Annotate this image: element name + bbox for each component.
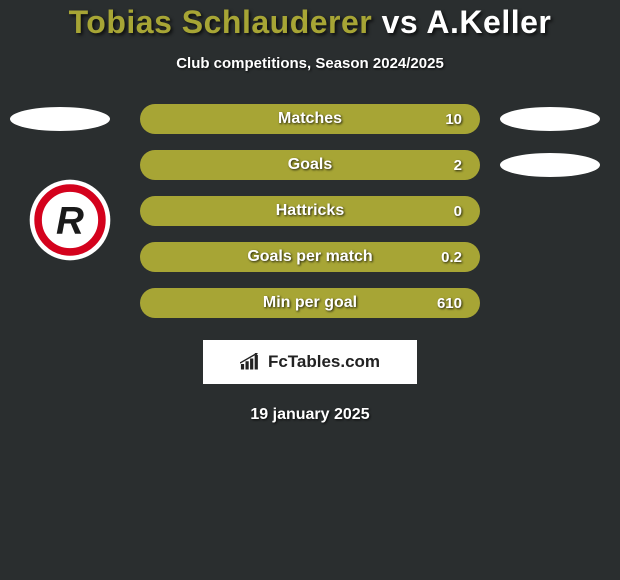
source-badge: FcTables.com — [203, 340, 417, 384]
stat-value: 610 — [437, 295, 462, 312]
stat-label: Goals per match — [140, 248, 480, 266]
stat-row: Min per goal 610 — [0, 288, 620, 318]
ellipse-icon — [10, 107, 110, 131]
subtitle: Club competitions, Season 2024/2025 — [0, 55, 620, 72]
stat-label: Matches — [140, 110, 480, 128]
stat-value: 10 — [445, 111, 462, 128]
stat-value: 0.2 — [441, 249, 462, 266]
stat-bar: Goals per match 0.2 — [140, 242, 480, 272]
infographic-container: Tobias Schlauderer vs A.Keller Club comp… — [0, 0, 620, 424]
stat-value: 2 — [454, 157, 462, 174]
stat-bar: Hattricks 0 — [140, 196, 480, 226]
ellipse-icon — [500, 153, 600, 177]
stat-label: Min per goal — [140, 294, 480, 312]
ellipse-icon — [500, 107, 600, 131]
player1-name: Tobias Schlauderer — [69, 4, 373, 40]
comparison-title: Tobias Schlauderer vs A.Keller — [0, 4, 620, 41]
stat-label: Goals — [140, 156, 480, 174]
vs-text: vs — [382, 4, 419, 40]
club-badge-icon: R — [28, 178, 112, 262]
source-text: FcTables.com — [268, 352, 380, 372]
badge-letter: R — [56, 199, 84, 242]
stat-bar: Min per goal 610 — [140, 288, 480, 318]
date-text: 19 january 2025 — [0, 406, 620, 424]
stat-label: Hattricks — [140, 202, 480, 220]
stat-row: Goals 2 — [0, 150, 620, 180]
stat-bar: Goals 2 — [140, 150, 480, 180]
stat-bar: Matches 10 — [140, 104, 480, 134]
barchart-icon — [240, 353, 262, 371]
stat-row: Matches 10 — [0, 104, 620, 134]
player2-name: A.Keller — [426, 4, 551, 40]
stat-value: 0 — [454, 203, 462, 220]
